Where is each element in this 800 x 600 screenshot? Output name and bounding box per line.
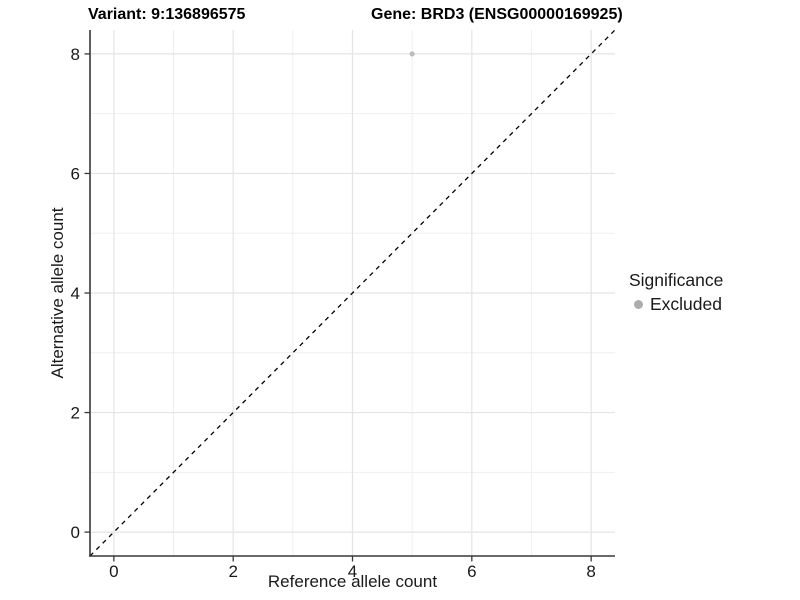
x-tick-label: 2	[228, 562, 237, 581]
plot-title-gene: Gene: BRD3 (ENSG00000169925)	[371, 6, 623, 23]
data-point-excluded	[409, 51, 415, 57]
legend-title: Significance	[629, 270, 724, 290]
x-tick-label: 6	[467, 562, 476, 581]
legend-item-excluded: Excluded	[629, 294, 723, 315]
identity-dashed-line	[89, 29, 616, 557]
x-tick-label: 4	[348, 562, 357, 581]
plot-title-variant: Variant: 9:136896575	[88, 6, 246, 23]
legend: Significance Excluded	[629, 270, 723, 315]
y-tick-label: 8	[71, 45, 80, 64]
x-tick-label: 8	[586, 562, 595, 581]
x-axis-title: Reference allele count	[267, 572, 438, 591]
y-tick-label: 6	[71, 164, 80, 183]
excluded-point-swatch	[634, 300, 643, 309]
x-tick-label: 0	[109, 562, 118, 581]
y-tick-label: 0	[71, 523, 80, 542]
y-tick-label: 4	[71, 284, 80, 303]
y-tick-label: 2	[71, 404, 80, 423]
legend-item-label: Excluded	[650, 294, 722, 314]
